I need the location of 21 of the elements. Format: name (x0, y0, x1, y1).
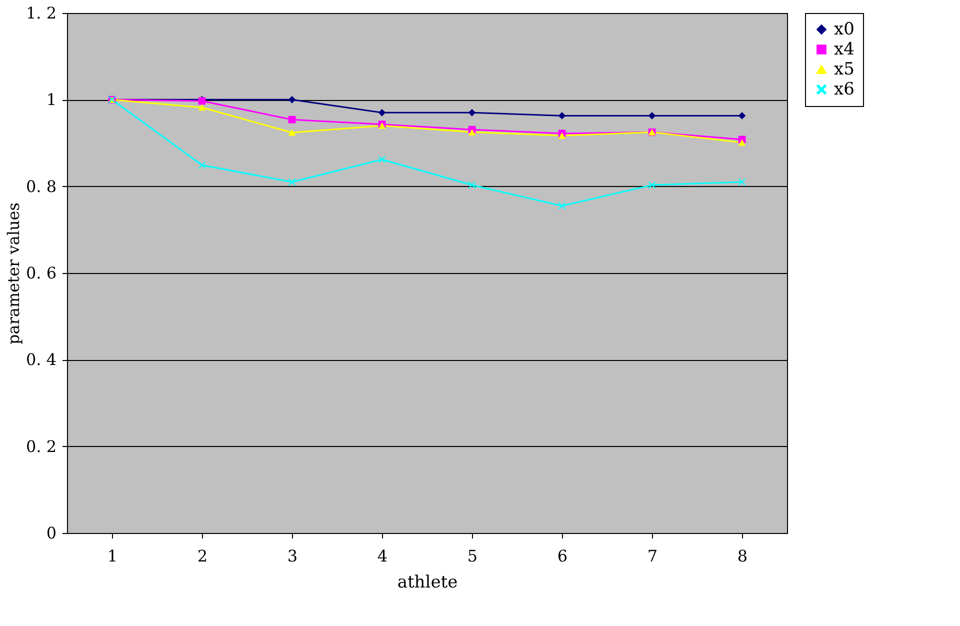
y-tick-label: 0. 6 (26, 264, 56, 282)
x-axis-title: athlete (397, 572, 458, 592)
x-tick-label: 3 (287, 546, 298, 566)
legend-label: x5 (834, 60, 854, 80)
y-tick-label: 0 (46, 524, 56, 542)
legend-label: x0 (834, 20, 854, 40)
y-tick-label: 1. 2 (26, 4, 56, 22)
x-tick-label: 5 (467, 546, 478, 566)
legend-label: x4 (834, 40, 854, 60)
x-tick-label: 7 (647, 546, 658, 566)
x-tick-label: 6 (557, 546, 568, 566)
legend-label: x6 (834, 80, 854, 100)
x-tick-label: 8 (737, 546, 748, 566)
y-axis-title: parameter values (4, 202, 23, 344)
y-tick-label: 0. 2 (26, 436, 56, 456)
y-tick-label: 1 (46, 90, 56, 110)
y-tick-label: 0. 8 (26, 176, 56, 196)
y-tick-label: 0. 4 (26, 350, 56, 370)
x-tick-label: 1 (107, 546, 118, 566)
x-tick-label: 4 (377, 546, 388, 566)
x-tick-label: 2 (197, 546, 208, 566)
